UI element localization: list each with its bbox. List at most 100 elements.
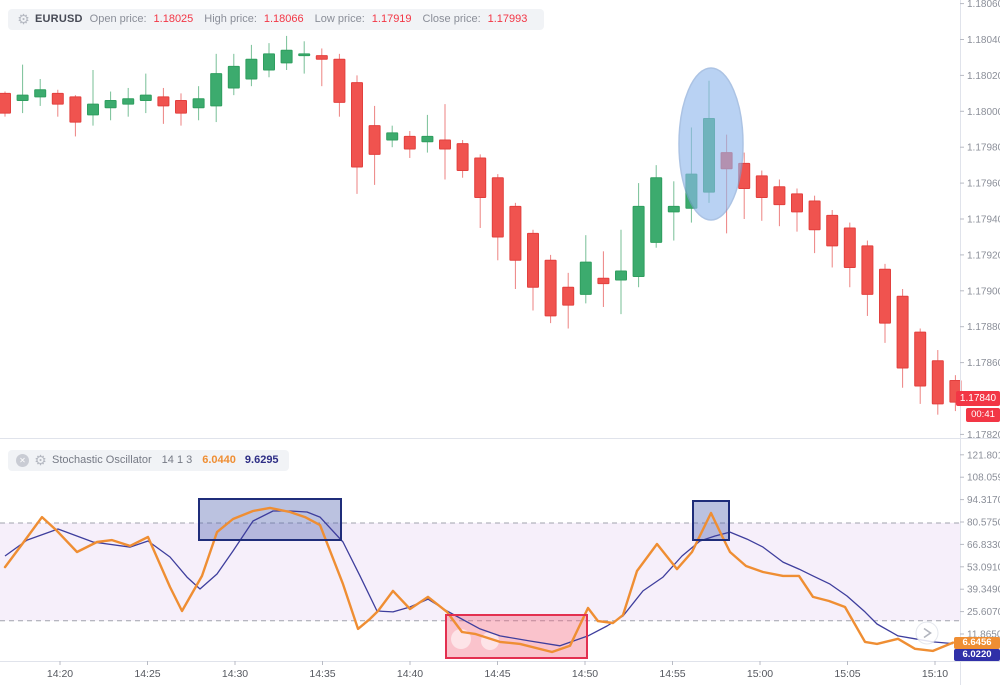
candle-body — [597, 277, 610, 285]
candle-body — [474, 157, 487, 198]
candle-body — [315, 55, 328, 60]
gear-icon[interactable]: ⚙ — [34, 452, 47, 468]
oversold-box — [445, 614, 588, 659]
candle-body — [861, 245, 874, 295]
price-tick-label: 1.17920 — [967, 250, 1000, 261]
candle-body — [16, 94, 29, 102]
high-label: High price: — [204, 13, 257, 25]
oscillator-params: 14 1 3 — [161, 454, 193, 466]
candle-body — [773, 186, 786, 206]
candle-body — [122, 98, 135, 105]
candle-body — [51, 92, 64, 105]
stochastic-k-badge: 6.6456 — [954, 636, 1000, 649]
candle-body — [175, 100, 187, 114]
candle-body — [333, 58, 346, 103]
candle-body — [245, 58, 258, 80]
high-value: 1.18066 — [263, 13, 304, 25]
time-tick-label: 14:30 — [222, 668, 248, 680]
candle-body — [650, 177, 663, 243]
time-axis[interactable] — [0, 661, 1000, 685]
k-value: 6.0440 — [202, 454, 236, 466]
candle-body — [896, 295, 909, 369]
candle-body — [280, 49, 293, 64]
candle-body — [351, 82, 363, 168]
price-tick-label: 1.17860 — [967, 358, 1000, 369]
oscillator-tick-label: 25.6070 — [967, 607, 1000, 618]
candle-body — [755, 175, 768, 198]
candle-body — [0, 92, 11, 114]
symbol-label: EURUSD — [35, 13, 83, 25]
oversold-touch-circle — [451, 629, 471, 649]
candle-body — [227, 65, 240, 89]
price-tick-label: 1.17940 — [967, 215, 1000, 226]
oscillator-title: Stochastic Oscillator — [52, 454, 152, 466]
oscillator-tick-label: 39.3490 — [967, 585, 1000, 596]
stochastic-d-line — [4, 510, 954, 647]
open-value: 1.18025 — [153, 13, 194, 25]
close-label: Close price: — [422, 13, 481, 25]
time-tick-label: 15:05 — [834, 668, 860, 680]
go-to-realtime-button[interactable] — [915, 621, 939, 645]
time-tick-label: 15:10 — [922, 668, 948, 680]
time-tick-label: 14:50 — [572, 668, 598, 680]
price-tick-label: 1.17900 — [967, 286, 1000, 297]
setup-ellipse-highlight — [678, 67, 744, 221]
candle-body — [439, 139, 451, 150]
stochastic-d-badge: 6.0220 — [954, 649, 1000, 661]
oscillator-tick-label: 53.0910 — [967, 562, 1000, 573]
candle-body — [632, 205, 645, 277]
candle-body — [879, 268, 891, 324]
candle-body — [157, 96, 170, 107]
candle-body — [403, 135, 416, 150]
chevron-right-icon — [923, 627, 932, 639]
time-tick-label: 15:00 — [747, 668, 773, 680]
time-tick-label: 14:35 — [309, 668, 335, 680]
oscillator-tick-label: 108.0590 — [967, 473, 1000, 484]
close-icon[interactable]: ✕ — [16, 454, 29, 467]
candle-body — [791, 193, 803, 213]
open-label: Open price: — [89, 13, 147, 25]
time-tick-label: 14:45 — [484, 668, 510, 680]
candle-body — [615, 270, 627, 281]
candle-body — [527, 232, 539, 288]
price-legend: ⚙ EURUSD Open price: 1.18025 High price:… — [8, 9, 545, 30]
candle-body — [456, 143, 469, 172]
price-tick-label: 1.18060 — [967, 0, 1000, 10]
price-tick-label: 1.18020 — [967, 71, 1000, 82]
candle-body — [263, 53, 275, 71]
candle-body — [491, 177, 504, 238]
oscillator-tick-label: 11.8650 — [967, 629, 1000, 640]
oscillator-legend: ✕ ⚙ Stochastic Oscillator 14 1 3 6.0440 … — [8, 450, 289, 471]
candle-body — [139, 94, 152, 102]
time-tick-label: 14:20 — [47, 668, 73, 680]
oscillator-tick-label: 80.5750 — [967, 518, 1000, 529]
price-tick-label: 1.17820 — [967, 430, 1000, 441]
price-tick-label: 1.17880 — [967, 322, 1000, 333]
candle-body — [667, 205, 680, 213]
overbought-box-fill — [199, 499, 341, 540]
candle-body — [87, 103, 99, 116]
candle-body — [544, 259, 557, 317]
d-value: 9.6295 — [244, 454, 279, 466]
price-tick-label: 1.18000 — [967, 107, 1000, 118]
price-axis[interactable] — [960, 0, 1000, 661]
candle-body — [562, 286, 575, 306]
candle-body — [579, 261, 592, 295]
price-tick-label: 1.17980 — [967, 143, 1000, 154]
candle-body — [386, 132, 399, 141]
candle-body — [34, 89, 47, 98]
candle-body — [298, 53, 311, 57]
gear-icon[interactable]: ⚙ — [17, 11, 30, 27]
candle-body — [192, 98, 205, 109]
last-price-badge: 1.17840 — [956, 391, 1000, 406]
price-tick-label: 1.17960 — [967, 179, 1000, 190]
candle-body — [69, 96, 82, 123]
overbought-box — [198, 498, 342, 541]
candle-body — [104, 100, 117, 109]
price-tick-label: 1.18040 — [967, 35, 1000, 46]
close-value: 1.17993 — [487, 13, 528, 25]
time-tick-label: 14:25 — [134, 668, 160, 680]
